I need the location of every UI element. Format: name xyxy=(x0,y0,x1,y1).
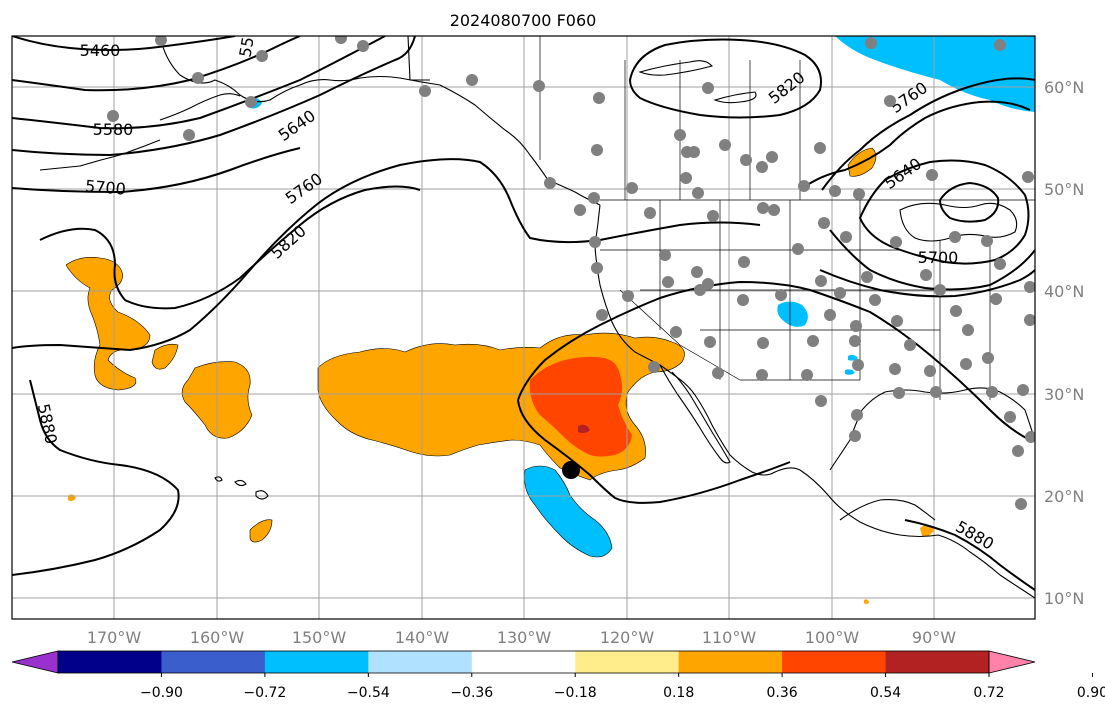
colorbar-tick-label: −0.72 xyxy=(243,685,286,701)
colorbar-tick-label: 0.18 xyxy=(663,685,694,701)
longitude-labels: 170°W 160°W 150°W 140°W 130°W 120°W 110°… xyxy=(87,628,956,647)
colorbar-segment xyxy=(161,651,266,673)
lon-label: 150°W xyxy=(292,628,347,647)
lon-label: 170°W xyxy=(87,628,142,647)
lon-label: 90°W xyxy=(912,628,956,647)
lat-label: 50°N xyxy=(1044,180,1084,199)
lon-label: 160°W xyxy=(190,628,245,647)
contour-label-5460: 5460 xyxy=(80,41,121,60)
colorbar-outline xyxy=(57,650,990,674)
colorbar-tick-label: 0.36 xyxy=(767,685,798,701)
colorbar-segment xyxy=(575,651,680,673)
lat-label: 10°N xyxy=(1044,589,1084,608)
height-contours xyxy=(12,36,1035,591)
colorbar-tick-label: 0.54 xyxy=(870,685,901,701)
graticule xyxy=(12,36,1035,619)
colorbar-segment xyxy=(368,651,473,673)
latitude-labels: 60°N 50°N 40°N 30°N 20°N 10°N xyxy=(1044,78,1084,608)
colorbar-segment xyxy=(885,651,990,673)
contour-label-5700-east: 5700 xyxy=(918,248,959,267)
colorbar-tick-label: 0.90 xyxy=(1077,685,1105,701)
colorbar-tick-label: −0.36 xyxy=(450,685,493,701)
storm-center-marker xyxy=(562,461,580,479)
lon-label: 100°W xyxy=(805,628,860,647)
colorbar-tick-label: −0.54 xyxy=(347,685,390,701)
colorbar-segment xyxy=(264,651,369,673)
lon-label: 140°W xyxy=(395,628,450,647)
colorbar-extend-high xyxy=(988,650,1036,674)
station-markers xyxy=(107,36,1035,510)
lon-label: 120°W xyxy=(600,628,655,647)
lon-label: 130°W xyxy=(497,628,552,647)
colorbar-segment xyxy=(58,651,162,673)
colorbar-tick-label: −0.18 xyxy=(554,685,597,701)
lat-label: 20°N xyxy=(1044,487,1084,506)
map-frame xyxy=(11,35,1036,620)
lon-label: 110°W xyxy=(702,628,757,647)
map-area: 5460 5580 5640 5700 5760 5820 5880 5820 … xyxy=(12,35,1035,619)
colorbar-segment xyxy=(782,651,887,673)
lat-label: 30°N xyxy=(1044,385,1084,404)
map-title: 2024080700 F060 xyxy=(450,11,597,30)
colorbar-tick-label: 0.72 xyxy=(973,685,1004,701)
colorbar-segment xyxy=(678,651,783,673)
contour-label-5580: 5580 xyxy=(93,120,134,139)
colorbar-extend-low xyxy=(11,650,59,674)
lat-label: 40°N xyxy=(1044,282,1084,301)
anomaly-shading xyxy=(65,36,1035,604)
colorbar-segment xyxy=(471,651,576,673)
colorbar-tick-label: −0.90 xyxy=(140,685,183,701)
colorbar: −0.90 −0.72 −0.54 −0.36 −0.18 0.18 0.36 0.54 0.7… xyxy=(11,650,1105,701)
contour-label-55-partial: 55 xyxy=(235,35,257,58)
lat-label: 60°N xyxy=(1044,78,1084,97)
contour-label-5700: 5700 xyxy=(84,176,126,198)
